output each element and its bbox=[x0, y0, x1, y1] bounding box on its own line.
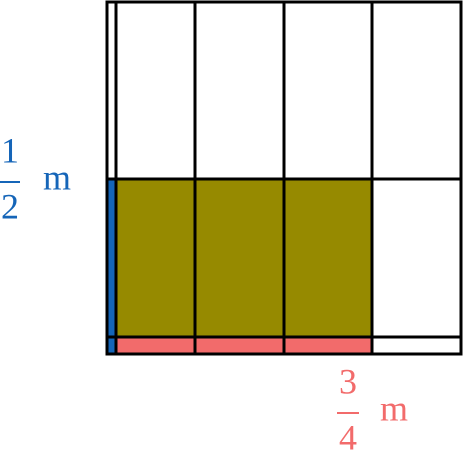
denominator: 4 bbox=[339, 417, 357, 454]
unit: m bbox=[380, 388, 408, 428]
grid bbox=[105, 0, 463, 356]
three-quarter-strip bbox=[116, 337, 372, 354]
product-area bbox=[116, 179, 372, 337]
numerator: 1 bbox=[1, 130, 19, 170]
denominator: 2 bbox=[1, 186, 19, 226]
numerator: 3 bbox=[339, 361, 357, 401]
unit: m bbox=[43, 157, 71, 197]
half-strip bbox=[107, 179, 116, 354]
